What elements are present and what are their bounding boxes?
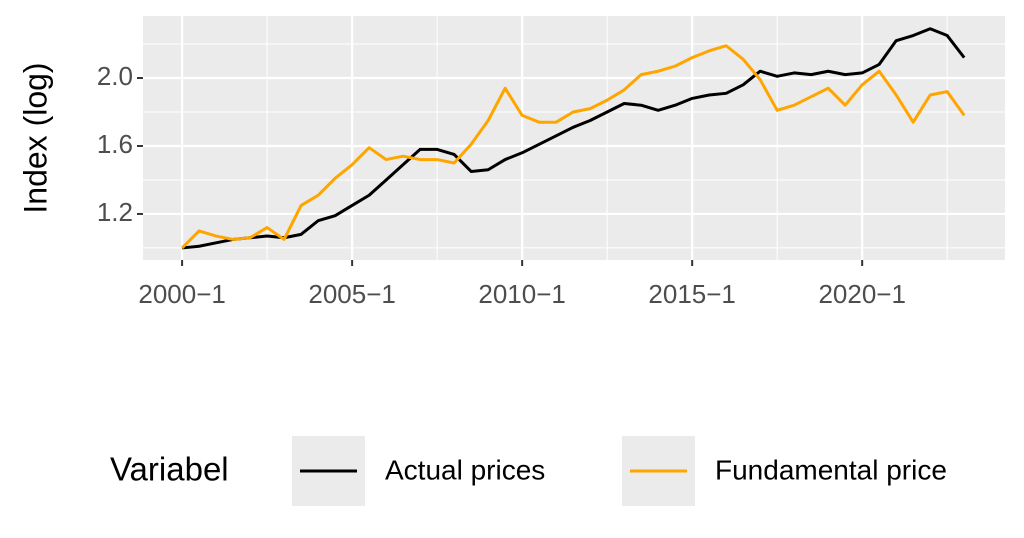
- legend-title: Variabel: [110, 451, 229, 488]
- series-line: [181, 27, 966, 250]
- legend-label: Actual prices: [385, 454, 545, 485]
- x-tick-label: 2010−1: [478, 279, 565, 309]
- x-tick-label: 2020−1: [818, 279, 905, 309]
- y-axis-title: Index (log): [17, 62, 53, 213]
- y-tick-label: 2.0: [97, 61, 133, 91]
- y-tick-label: 1.2: [97, 197, 133, 227]
- plot-panel: [143, 16, 1005, 260]
- x-tick-label: 2000−1: [138, 279, 225, 309]
- series-line: [181, 44, 966, 249]
- x-tick-label: 2005−1: [308, 279, 395, 309]
- legend-label: Fundamental price: [715, 454, 947, 485]
- x-tick-label: 2015−1: [648, 279, 735, 309]
- y-tick-label: 1.6: [97, 129, 133, 159]
